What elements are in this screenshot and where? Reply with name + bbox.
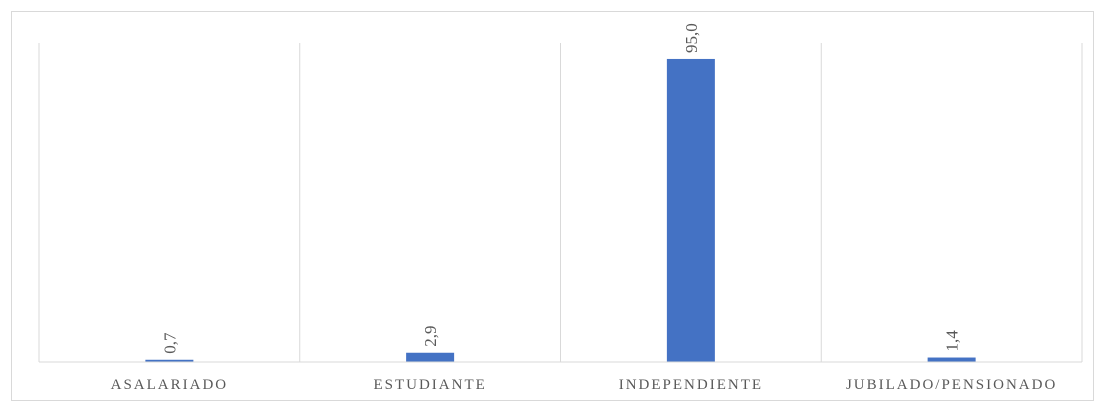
bar-estudiante xyxy=(406,352,455,362)
chart-frame xyxy=(11,11,1094,401)
bar-jubilado-pensionado xyxy=(927,357,976,362)
bar-asalariado xyxy=(145,359,194,362)
x-tick-label: ASALARIADO xyxy=(111,377,229,393)
data-label: 95,0 xyxy=(682,23,701,53)
x-tick-label: ESTUDIANTE xyxy=(373,377,486,393)
labels-layer: 0,7 ASALARIADO 2,9 ESTUDIANTE 95,0 INDEPENDIE… xyxy=(111,23,1057,393)
bars-layer xyxy=(145,58,976,362)
grid-layer xyxy=(38,43,1083,362)
data-label: 1,4 xyxy=(943,330,962,352)
data-label: 2,9 xyxy=(421,325,440,346)
x-tick-label: JUBILADO/PENSIONADO xyxy=(846,377,1057,393)
x-tick-label: INDEPENDIENTE xyxy=(619,377,763,393)
bar-independiente xyxy=(666,58,715,362)
data-label: 0,7 xyxy=(160,332,179,354)
